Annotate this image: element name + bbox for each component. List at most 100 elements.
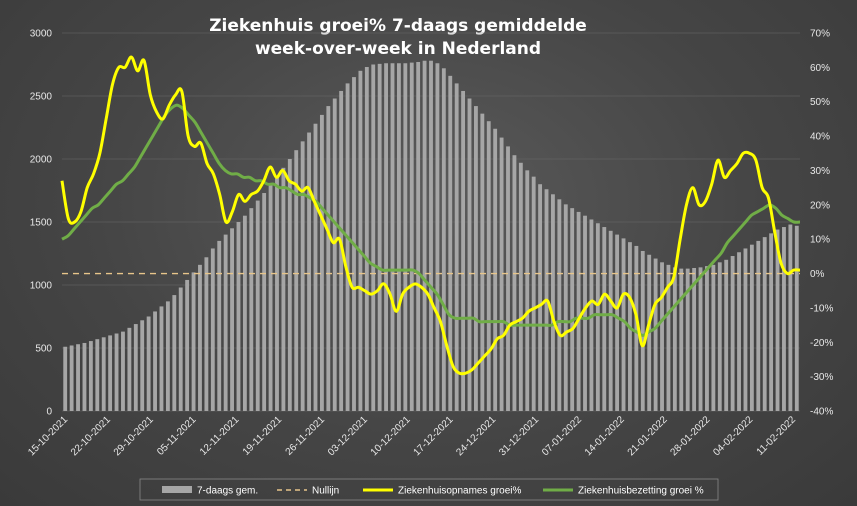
- bar: [467, 98, 472, 412]
- bar: [621, 238, 626, 411]
- bar: [711, 264, 716, 411]
- bar: [724, 259, 729, 411]
- chart-title-line1: Ziekenhuis groei% 7-daags gemiddelde: [209, 16, 587, 36]
- bar: [287, 159, 292, 411]
- bar: [634, 245, 639, 411]
- bar: [396, 63, 401, 412]
- bar: [319, 114, 324, 412]
- bar: [441, 68, 446, 411]
- bar: [262, 193, 267, 411]
- bar: [653, 258, 658, 411]
- legend-box: [139, 478, 719, 501]
- x-tick-label: 07-01-2022: [540, 414, 584, 458]
- right-tick-label: 20%: [810, 200, 830, 211]
- bar: [429, 60, 433, 411]
- right-tick-label: 60%: [810, 63, 830, 74]
- bar: [608, 230, 613, 411]
- right-tick-label: -10%: [810, 303, 833, 314]
- bar: [172, 295, 177, 411]
- x-tick-label: 14-01-2022: [583, 414, 627, 458]
- bar: [448, 75, 453, 411]
- bar: [672, 267, 677, 411]
- left-tick-label: 3000: [30, 29, 53, 40]
- bar: [531, 176, 536, 411]
- bar: [294, 150, 299, 411]
- x-tick-label: 19-11-2021: [241, 414, 285, 458]
- right-tick-label: -40%: [810, 407, 833, 418]
- legend-label: Nullijn: [312, 486, 339, 497]
- bar: [236, 222, 241, 411]
- legend-swatch: [162, 486, 192, 493]
- left-tick-label: 0: [46, 407, 52, 418]
- bar: [595, 223, 600, 411]
- bar: [223, 234, 228, 411]
- bar: [313, 123, 318, 411]
- bar: [794, 225, 799, 411]
- bar: [486, 121, 491, 411]
- bar: [153, 311, 157, 411]
- bar: [76, 344, 80, 411]
- bar: [692, 267, 697, 411]
- bar: [95, 339, 100, 411]
- bar: [191, 272, 196, 411]
- x-tick-label: 17-12-2021: [412, 414, 456, 458]
- bar: [185, 279, 190, 411]
- bar: [512, 155, 517, 411]
- x-tick-label: 10-12-2021: [369, 414, 413, 458]
- bar: [101, 337, 106, 411]
- x-tick-label: 26-11-2021: [284, 414, 328, 458]
- right-axis-ticks: -40% -30% -20% -10% 0% 10% 20% 30% 40% 50% 60% 70%: [810, 29, 833, 418]
- right-tick-label: 30%: [810, 166, 830, 177]
- bar: [364, 67, 369, 412]
- left-tick-label: 2000: [30, 155, 53, 166]
- right-tick-label: 50%: [810, 97, 830, 108]
- bar: [602, 227, 607, 411]
- bar: [127, 327, 132, 411]
- bar: [576, 211, 581, 411]
- right-tick-label: -30%: [810, 372, 833, 383]
- legend-label: 7-daags gem.: [197, 486, 258, 497]
- x-tick-label: 22-10-2021: [69, 414, 113, 458]
- bar: [551, 194, 555, 411]
- x-tick-label: 28-01-2022: [669, 414, 713, 458]
- bar: [69, 345, 74, 411]
- opnames-groei-line: [60, 55, 801, 376]
- left-tick-label: 500: [35, 344, 52, 355]
- bar: [743, 248, 748, 411]
- x-tick-label: 24-12-2021: [454, 414, 498, 458]
- bar: [121, 331, 125, 411]
- bar: [782, 227, 786, 411]
- bar: [390, 63, 395, 412]
- bar: [217, 240, 222, 411]
- bar: [198, 264, 202, 411]
- bar: [403, 63, 408, 412]
- bar: [82, 342, 87, 411]
- bar: [88, 341, 93, 411]
- bar: [737, 252, 741, 411]
- bar: [756, 240, 761, 411]
- bar: [499, 137, 504, 411]
- x-tick-label: 15-10-2021: [26, 414, 70, 458]
- bar: [730, 256, 735, 411]
- bar: [769, 233, 774, 411]
- bar: [133, 324, 138, 411]
- bar: [705, 266, 709, 411]
- bar: [679, 268, 684, 411]
- left-axis-ticks: 0 500 1000 1500 2000 2500 3000: [30, 29, 53, 418]
- bar: [493, 128, 498, 411]
- bar: [307, 132, 311, 412]
- bar: [717, 262, 722, 411]
- bar: [281, 167, 286, 411]
- bar: [538, 184, 543, 411]
- legend: 7-daags gem. Nullijn Ziekenhuisopnames gro…: [139, 478, 719, 501]
- bar: [698, 267, 703, 411]
- bar: [358, 70, 363, 412]
- bar: [615, 234, 620, 411]
- bar: [518, 162, 523, 411]
- bar: [666, 264, 671, 411]
- x-tick-label: 05-11-2021: [155, 414, 199, 458]
- right-tick-label: 0%: [810, 269, 825, 280]
- bar: [461, 90, 466, 412]
